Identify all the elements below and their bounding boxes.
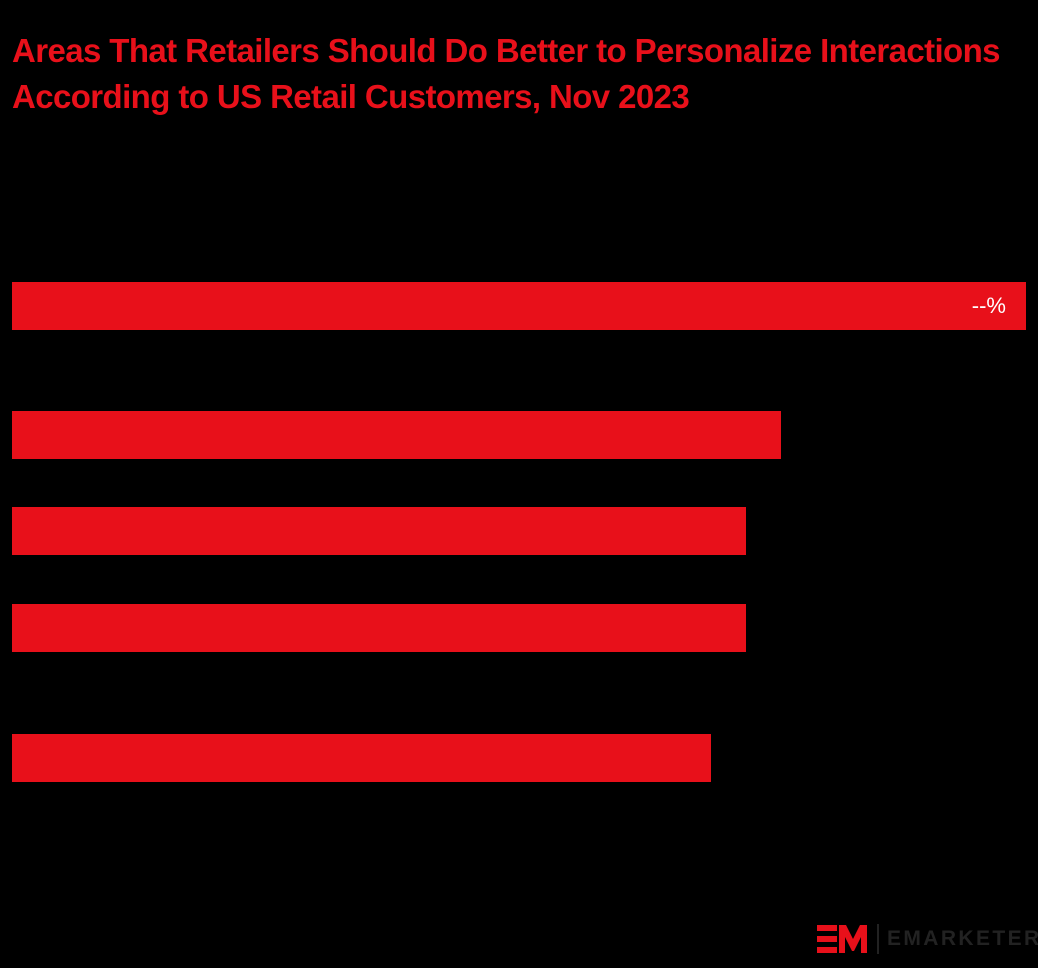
logo-divider <box>877 924 879 954</box>
bar-5 <box>12 734 711 782</box>
bar-4 <box>12 604 746 652</box>
bar-3 <box>12 507 746 555</box>
bar-value-label: --% <box>971 293 1006 318</box>
bar-1: --% <box>12 282 1026 330</box>
bar-2 <box>12 411 781 459</box>
chart-title: Areas That Retailers Should Do Better to… <box>12 32 1001 115</box>
emarketer-em-logo-icon <box>817 925 867 953</box>
logo-text: EMARKETER <box>887 927 1038 950</box>
emarketer-logo: EMARKETER <box>817 922 1038 956</box>
